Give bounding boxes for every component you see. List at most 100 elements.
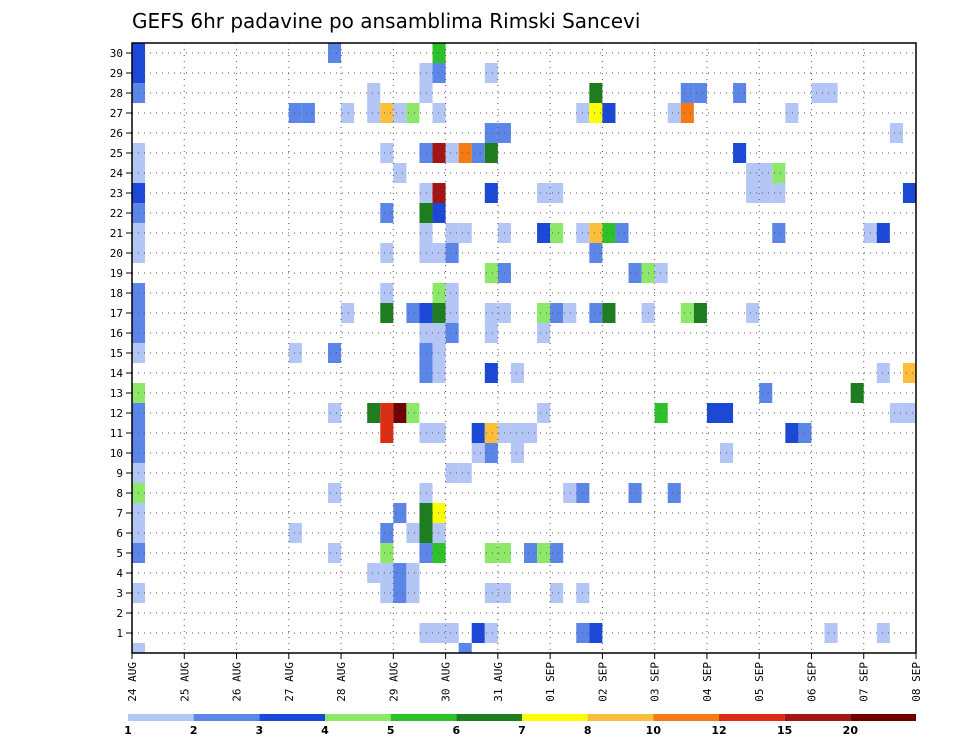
x-tick-label: 27 AUG [283, 662, 296, 702]
y-tick-label: 21 [110, 227, 123, 240]
heatmap-cell [406, 103, 420, 123]
heatmap-cell [484, 123, 498, 143]
x-tick-label: 04 SEP [701, 662, 714, 702]
heatmap-cell [445, 303, 459, 323]
colorbar-label: 15 [777, 724, 792, 737]
heatmap-cell [589, 103, 603, 123]
y-tick-label: 10 [110, 447, 123, 460]
y-tick-label: 7 [116, 507, 123, 520]
heatmap-cell [589, 243, 603, 263]
heatmap-cell [667, 483, 681, 503]
heatmap-cell [432, 503, 446, 523]
heatmap-cell [876, 223, 890, 243]
heatmap-cell [746, 183, 760, 203]
y-axis: 1234567891011121314151617181920212223242… [110, 47, 132, 640]
heatmap-cell [458, 643, 472, 653]
heatmap-cell [510, 363, 524, 383]
heatmap-cell [432, 323, 446, 343]
y-tick-label: 15 [110, 347, 123, 360]
heatmap-cell [458, 143, 472, 163]
heatmap-cell [654, 403, 668, 423]
heatmap-cell [510, 423, 524, 443]
heatmap-cell [850, 383, 864, 403]
plot-frame [131, 42, 917, 654]
heatmap-cell [510, 443, 524, 463]
colorbar-label: 10 [646, 724, 662, 737]
heatmap-cells [132, 43, 916, 653]
y-tick-label: 8 [116, 487, 123, 500]
y-tick-label: 26 [110, 127, 123, 140]
heatmap-cell [811, 83, 825, 103]
heatmap-cell [889, 403, 903, 423]
heatmap-cell [824, 623, 838, 643]
heatmap-cell [380, 563, 394, 583]
colorbar: 1 2 3 4 5 6 7 8 10 12 15 20 [124, 714, 916, 737]
x-axis: 24 AUG 25 AUG 26 AUG 27 AUG 28 AUG 29 AUG 30 A… [126, 653, 923, 702]
heatmap-cell [432, 623, 446, 643]
heatmap-cell [288, 103, 302, 123]
heatmap-cell [484, 63, 498, 83]
y-tick-label: 29 [110, 67, 123, 80]
heatmap-cell [445, 463, 459, 483]
colorbar-swatch [325, 714, 391, 721]
heatmap-cell [759, 383, 773, 403]
heatmap-cell [484, 363, 498, 383]
y-tick-label: 9 [116, 467, 123, 480]
heatmap-cell [301, 103, 315, 123]
colorbar-swatch [193, 714, 260, 721]
heatmap-cell [706, 403, 720, 423]
x-tick-label: 07 SEP [858, 662, 871, 702]
colorbar-label: 4 [321, 724, 329, 737]
y-tick-label: 1 [116, 627, 123, 640]
colorbar-label: 7 [518, 724, 526, 737]
heatmap-cell [537, 403, 551, 423]
heatmap-cell [432, 523, 446, 543]
heatmap-cell [406, 563, 420, 583]
heatmap-cell [458, 223, 472, 243]
x-tick-label: 30 AUG [440, 662, 453, 702]
heatmap-cell [432, 543, 446, 563]
heatmap-cell [602, 103, 616, 123]
y-tick-label: 5 [116, 547, 123, 560]
heatmap-cell [759, 163, 773, 183]
heatmap-cell [393, 563, 407, 583]
heatmap-cell [563, 483, 577, 503]
heatmap-cell [772, 163, 786, 183]
heatmap-cell [589, 83, 603, 103]
colorbar-label: 2 [190, 724, 198, 737]
x-tick-label: 03 SEP [649, 662, 662, 702]
colorbar-label: 5 [387, 724, 395, 737]
heatmap-cell [432, 343, 446, 363]
heatmap-cell [484, 583, 498, 603]
heatmap-cell [733, 143, 747, 163]
y-tick-label: 13 [110, 387, 123, 400]
y-tick-label: 18 [110, 287, 123, 300]
heatmap-cell [380, 283, 394, 303]
colorbar-swatch [522, 714, 588, 721]
heatmap-cell [746, 163, 760, 183]
heatmap-cell [471, 423, 485, 443]
y-tick-label: 4 [116, 567, 123, 580]
x-tick-label: 01 SEP [544, 662, 557, 702]
heatmap-cell [550, 303, 564, 323]
heatmap-cell [824, 83, 838, 103]
heatmap-cell [445, 143, 459, 163]
heatmap-cell [432, 103, 446, 123]
colorbar-label: 1 [124, 724, 132, 737]
heatmap-cell [628, 483, 642, 503]
colorbar-swatch [653, 714, 719, 721]
colorbar-label: 3 [256, 724, 264, 737]
heatmap-cell [524, 543, 538, 563]
heatmap-cell [484, 443, 498, 463]
heatmap-cell [380, 543, 394, 563]
y-tick-label: 30 [110, 47, 123, 60]
heatmap-cell [367, 403, 381, 423]
y-tick-label: 6 [116, 527, 123, 540]
heatmap-cell [615, 223, 629, 243]
heatmap-cell [432, 283, 446, 303]
heatmap-cell [889, 123, 903, 143]
heatmap-cell [367, 103, 381, 123]
heatmap-cell [445, 243, 459, 263]
heatmap-cell [902, 183, 916, 203]
